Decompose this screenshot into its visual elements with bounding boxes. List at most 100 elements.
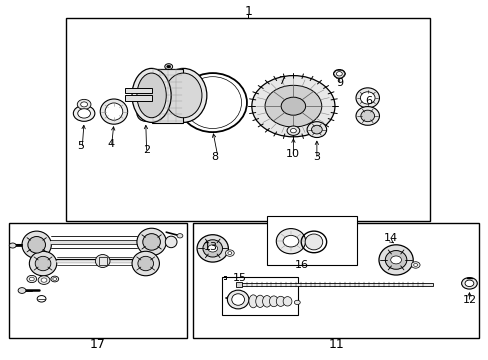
Circle shape: [283, 235, 298, 247]
Text: 13: 13: [204, 242, 218, 252]
Text: 2: 2: [143, 145, 150, 156]
Circle shape: [290, 129, 296, 133]
Ellipse shape: [35, 256, 51, 271]
Ellipse shape: [138, 256, 153, 271]
Circle shape: [73, 105, 95, 121]
Ellipse shape: [231, 294, 244, 305]
Bar: [236, 282, 242, 287]
Text: 17: 17: [90, 338, 105, 351]
Ellipse shape: [378, 245, 412, 275]
Circle shape: [164, 64, 172, 69]
Circle shape: [29, 277, 34, 281]
Ellipse shape: [100, 99, 127, 124]
Ellipse shape: [137, 105, 154, 121]
Ellipse shape: [306, 122, 326, 138]
Circle shape: [37, 296, 46, 302]
Ellipse shape: [360, 92, 374, 104]
Text: 15: 15: [232, 273, 246, 283]
Bar: [266, 216, 356, 265]
Circle shape: [333, 69, 345, 78]
Circle shape: [251, 76, 334, 137]
Ellipse shape: [132, 251, 159, 276]
Circle shape: [53, 278, 57, 280]
Ellipse shape: [22, 231, 51, 258]
Circle shape: [78, 109, 90, 118]
Circle shape: [177, 234, 183, 238]
Bar: [66, 18, 429, 221]
Ellipse shape: [160, 68, 206, 122]
Ellipse shape: [141, 109, 150, 118]
Ellipse shape: [227, 290, 248, 309]
Ellipse shape: [385, 251, 406, 269]
Bar: [124, 95, 152, 101]
Bar: [9, 223, 187, 338]
Ellipse shape: [95, 255, 110, 267]
Circle shape: [281, 97, 305, 115]
Ellipse shape: [311, 125, 322, 134]
Text: 5: 5: [77, 141, 84, 151]
Circle shape: [41, 278, 47, 282]
Ellipse shape: [183, 77, 241, 129]
Bar: [193, 223, 478, 338]
Ellipse shape: [276, 296, 285, 306]
Ellipse shape: [255, 295, 264, 307]
Circle shape: [286, 126, 299, 135]
Circle shape: [18, 288, 26, 293]
Ellipse shape: [178, 73, 246, 132]
Ellipse shape: [132, 68, 171, 122]
Text: 14: 14: [384, 233, 397, 243]
Ellipse shape: [305, 234, 322, 250]
Ellipse shape: [262, 296, 271, 307]
Ellipse shape: [28, 237, 45, 253]
Text: 9: 9: [336, 78, 343, 88]
Circle shape: [207, 245, 217, 252]
Ellipse shape: [164, 73, 202, 118]
Text: 12: 12: [462, 294, 475, 305]
Bar: [99, 257, 106, 265]
Circle shape: [461, 278, 476, 289]
Circle shape: [227, 252, 231, 255]
Text: 4: 4: [108, 139, 115, 149]
Text: 11: 11: [328, 338, 344, 351]
Ellipse shape: [137, 228, 166, 256]
Circle shape: [264, 85, 321, 127]
Ellipse shape: [142, 234, 160, 250]
Text: 10: 10: [285, 149, 299, 159]
Circle shape: [336, 72, 342, 76]
Ellipse shape: [283, 297, 291, 306]
Ellipse shape: [105, 103, 122, 120]
Ellipse shape: [355, 107, 379, 125]
Circle shape: [294, 300, 300, 305]
Circle shape: [227, 295, 234, 300]
Ellipse shape: [360, 110, 374, 122]
Text: 1: 1: [244, 5, 252, 18]
Bar: [222, 277, 298, 315]
Circle shape: [390, 256, 401, 264]
Ellipse shape: [248, 295, 257, 308]
Ellipse shape: [269, 296, 278, 307]
Circle shape: [9, 243, 16, 248]
Circle shape: [166, 65, 170, 68]
Ellipse shape: [165, 236, 177, 248]
Circle shape: [77, 99, 91, 109]
Circle shape: [38, 276, 50, 284]
Ellipse shape: [29, 251, 57, 276]
Text: 8: 8: [211, 152, 218, 162]
Circle shape: [225, 250, 234, 256]
Text: 6: 6: [365, 96, 372, 106]
Ellipse shape: [203, 240, 222, 257]
Polygon shape: [151, 69, 183, 123]
Text: 16: 16: [295, 260, 308, 270]
Circle shape: [81, 102, 87, 107]
Circle shape: [410, 262, 419, 268]
Bar: [124, 88, 152, 93]
Circle shape: [464, 280, 473, 287]
Circle shape: [413, 264, 417, 266]
Text: 3: 3: [313, 152, 320, 162]
Bar: [239, 283, 432, 286]
Ellipse shape: [276, 229, 305, 254]
Circle shape: [51, 276, 59, 282]
Ellipse shape: [197, 235, 228, 262]
Ellipse shape: [137, 73, 166, 118]
Ellipse shape: [355, 88, 379, 108]
